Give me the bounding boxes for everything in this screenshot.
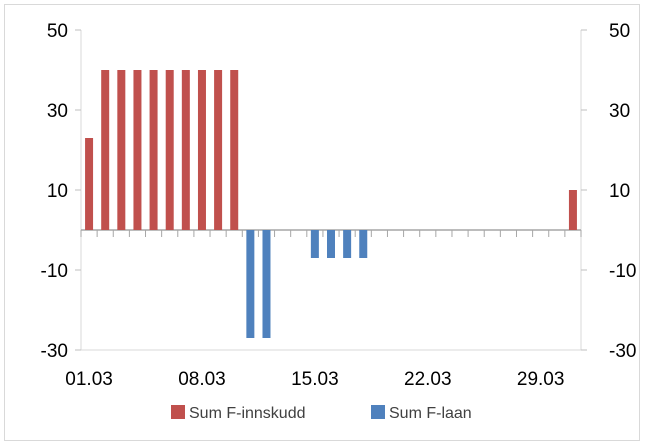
bar (197, 70, 206, 230)
y-tick-label-left: -10 (41, 261, 68, 282)
x-tick-label: 15.03 (291, 369, 339, 390)
bar-chart: 50 30 10 -10 -30 50 30 10 -10 -30 01.03 08.03 15.03 2… (41, 21, 637, 422)
y-tick-label-left: 50 (47, 21, 68, 42)
bar (327, 230, 335, 258)
bars (85, 70, 577, 338)
bar (133, 70, 142, 230)
y-tick-label-right: -30 (609, 341, 636, 362)
y-tick-label-right: -10 (609, 261, 636, 282)
y-tick-label-right: 50 (609, 21, 630, 42)
bar (101, 70, 110, 230)
chart-frame: 50 30 10 -10 -30 50 30 10 -10 -30 01.03 08.03 15.03 2… (4, 4, 640, 441)
bar (568, 190, 577, 230)
x-tick-label: 29.03 (517, 369, 565, 390)
y-tick-label-right: 10 (609, 181, 630, 202)
bar (343, 230, 352, 258)
bar (117, 70, 126, 230)
bar (214, 70, 223, 230)
legend-swatch (171, 405, 185, 419)
bar (359, 230, 368, 258)
bar (246, 230, 255, 338)
bar (262, 230, 271, 338)
bar (149, 70, 158, 230)
y-tick-label-left: 10 (47, 181, 68, 202)
y-tick-label-right: 30 (609, 101, 630, 122)
bar (165, 70, 174, 230)
bar (310, 230, 319, 258)
bar (230, 70, 239, 230)
legend-label: Sum F-laan (389, 405, 472, 422)
bar (85, 138, 94, 230)
legend: Sum F-innskudd Sum F-laan (171, 405, 472, 422)
x-tick-label: 22.03 (404, 369, 452, 390)
y-tick-label-left: 30 (47, 101, 68, 122)
x-tick-label: 01.03 (65, 369, 113, 390)
y-tick-label-left: -30 (41, 341, 68, 362)
x-tick-label: 08.03 (178, 369, 226, 390)
legend-label: Sum F-innskudd (189, 405, 306, 422)
bar (181, 70, 190, 230)
tick-labels: 50 30 10 -10 -30 50 30 10 -10 -30 01.03 08.03 15.03 2… (41, 21, 637, 390)
legend-swatch (371, 405, 385, 419)
